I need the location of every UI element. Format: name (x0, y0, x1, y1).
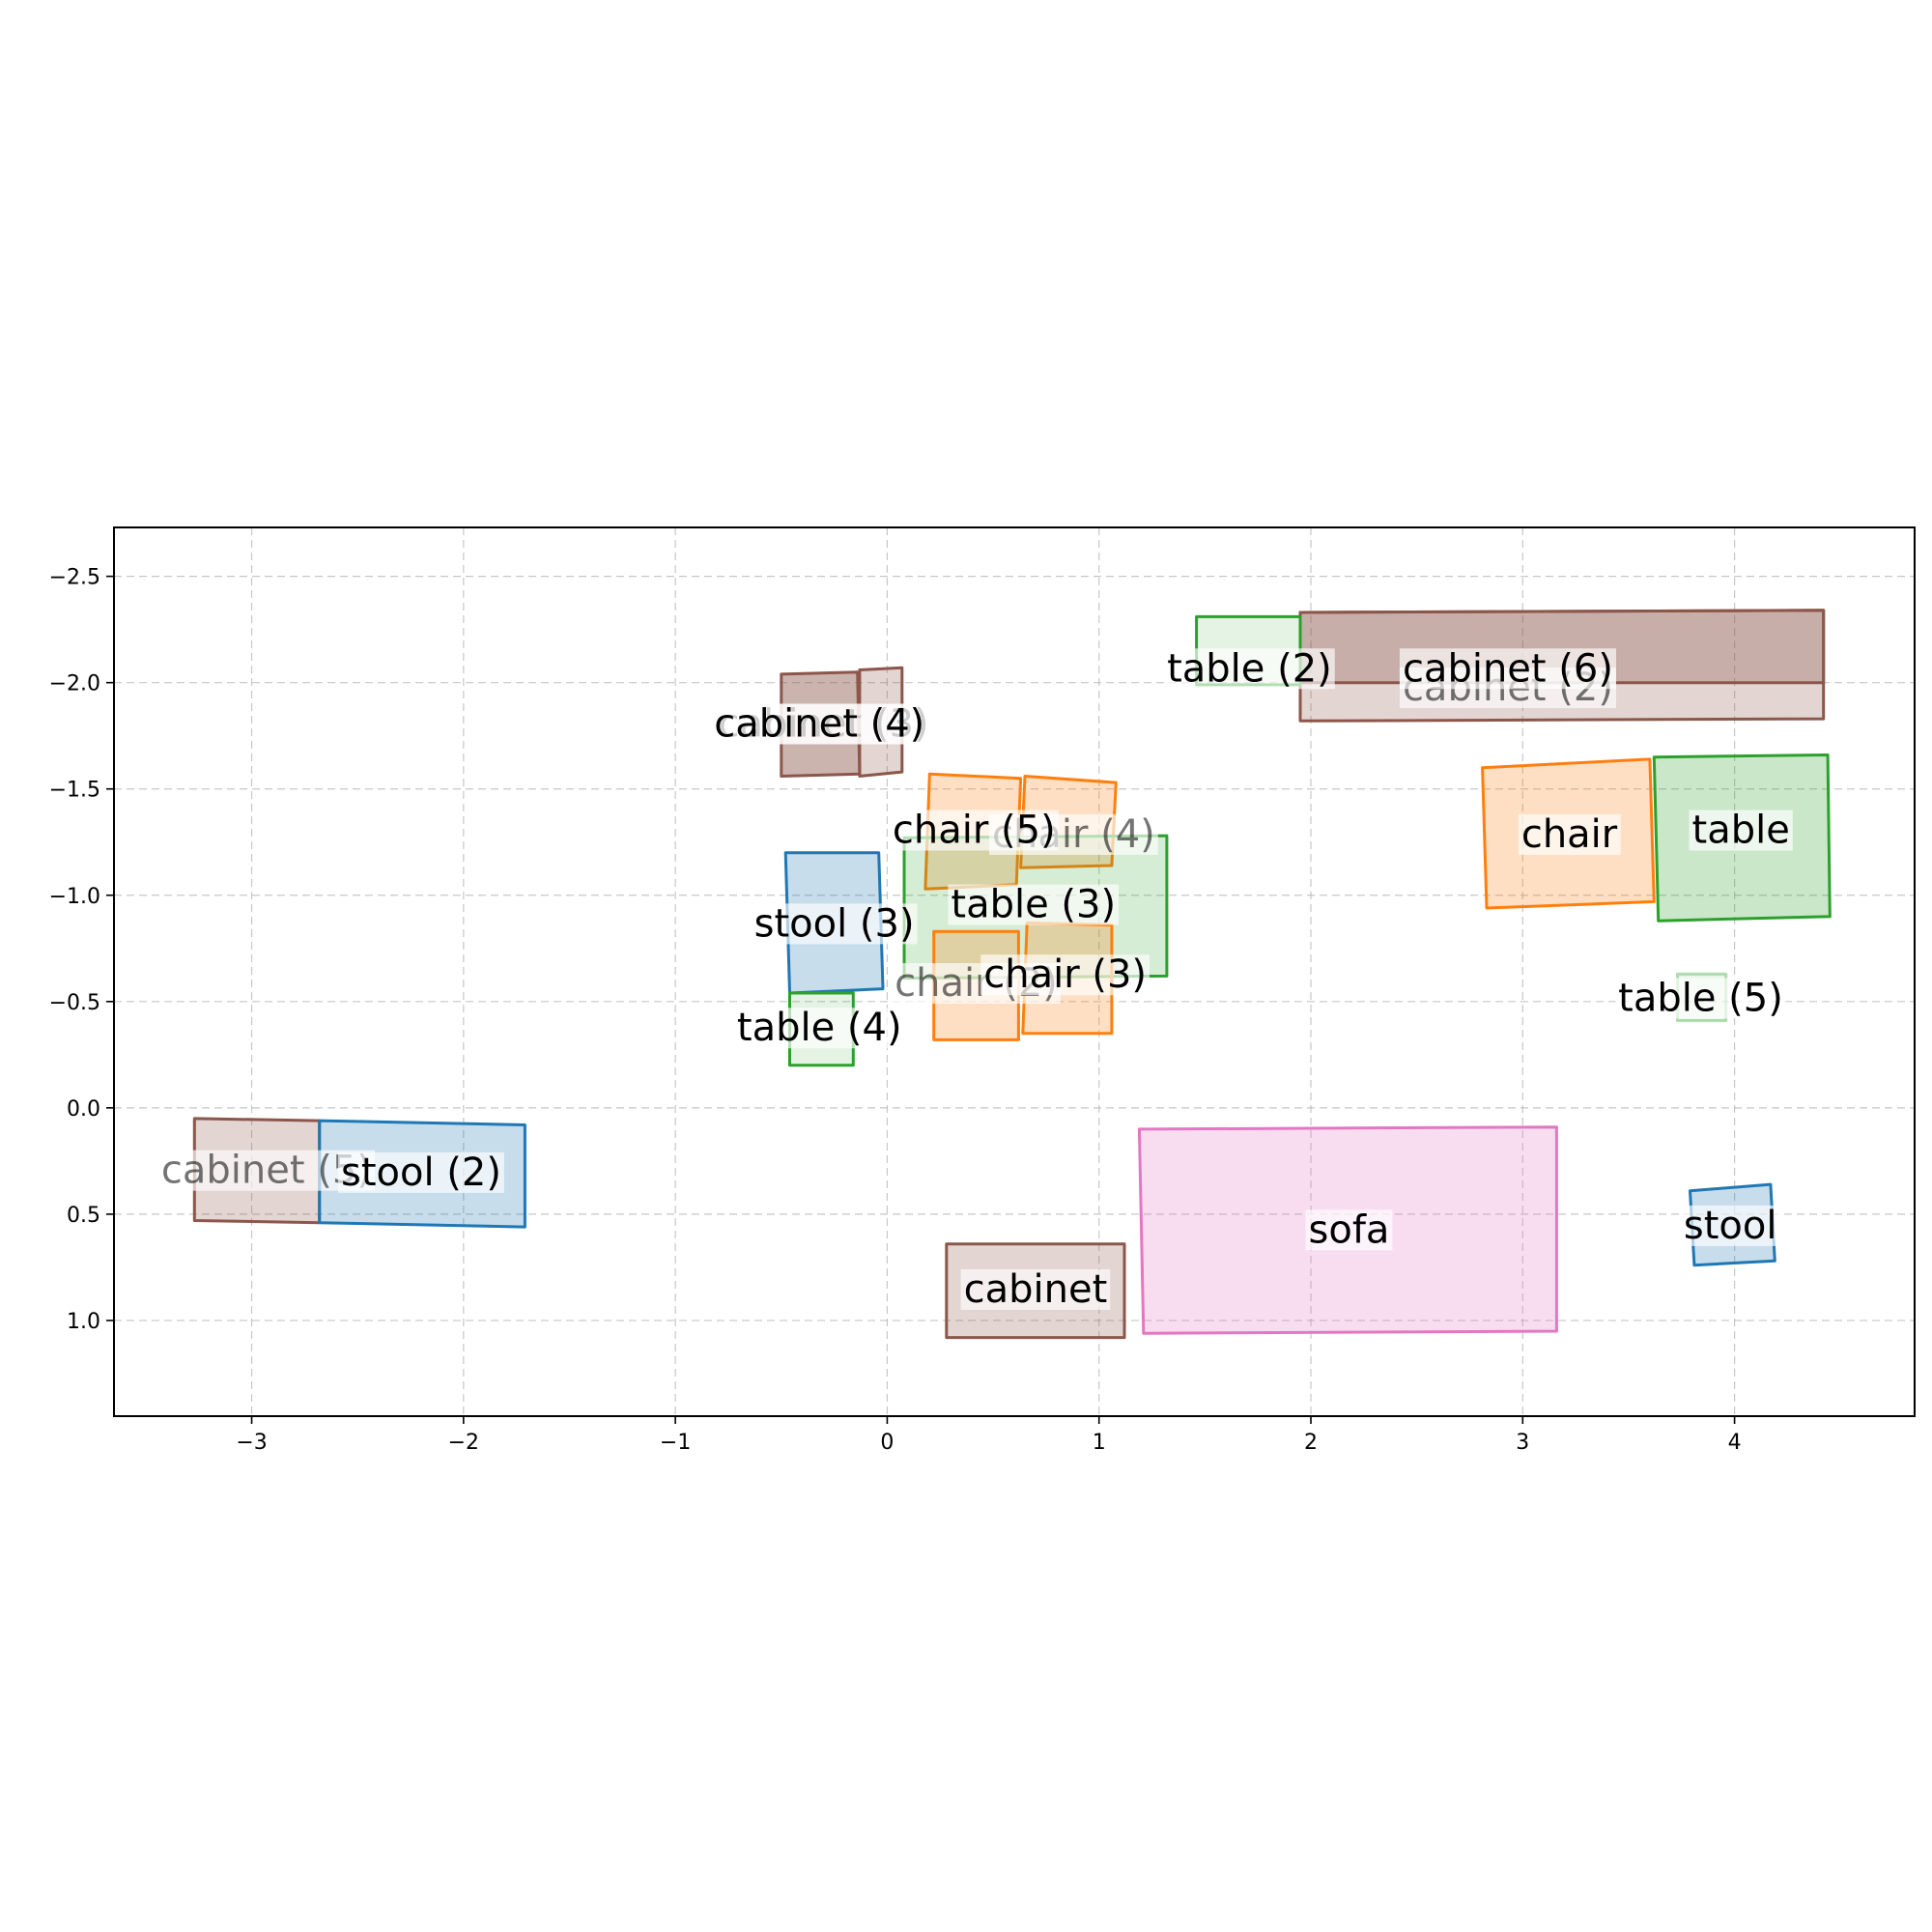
label-background (1615, 978, 1786, 1019)
object-label: table (5) (1618, 976, 1783, 1020)
label-background (337, 1151, 504, 1193)
x-tick-label: 1 (1093, 1431, 1106, 1455)
label-chair: chair (1518, 812, 1621, 857)
label-table-3: table (3) (948, 883, 1120, 927)
label-table-2: table (2) (1164, 646, 1335, 691)
label-background (711, 703, 928, 745)
y-tick-label: 0.0 (67, 1097, 100, 1122)
object-label: table (2) (1167, 646, 1332, 691)
object-label: table (4) (737, 1006, 902, 1050)
label-cabinet-6: cabinet (6) (1399, 646, 1616, 691)
object-label: table (3) (951, 883, 1116, 927)
object-label: table (1692, 809, 1790, 853)
label-background (1689, 810, 1793, 851)
x-tick-label: 2 (1304, 1431, 1318, 1455)
x-tick-label: 3 (1516, 1431, 1529, 1455)
y-tick-label: 1.0 (67, 1310, 100, 1334)
label-table-4: table (4) (733, 1006, 905, 1050)
object-label: stool (2) (341, 1151, 501, 1195)
label-cabinet-4: cabinet (4) (711, 701, 928, 746)
label-background (980, 954, 1151, 996)
y-tick-label: −2.0 (49, 672, 100, 696)
label-background (889, 810, 1059, 851)
label-table-5: table (5) (1615, 976, 1786, 1020)
label-background (1399, 648, 1616, 690)
x-tick-label: −2 (448, 1431, 479, 1455)
label-table: table (1689, 809, 1793, 853)
x-axis: −3 −2 −1 0 1 2 3 4 (236, 1416, 1742, 1455)
object-label: chair (5) (893, 809, 1056, 853)
label-background (960, 1268, 1111, 1310)
object-labels: cabinet (2)cabinet (6)table (2)cabinet (… (157, 646, 1793, 1312)
y-tick-label: −1.0 (49, 885, 100, 909)
label-chair-3: chair (3) (980, 952, 1151, 997)
y-axis: −2.5 −2.0 −1.5 −1.0 −0.5 0.0 0.5 1.0 (49, 566, 114, 1334)
label-background (1164, 648, 1335, 690)
x-tick-label: 0 (880, 1431, 894, 1455)
object-label: cabinet (964, 1267, 1108, 1312)
label-background (948, 884, 1120, 925)
y-tick-label: −2.5 (49, 566, 100, 590)
label-sofa: sofa (1305, 1208, 1393, 1252)
object-label: cabinet (4) (714, 701, 924, 746)
label-background (751, 903, 918, 945)
label-chair-5: chair (5) (889, 809, 1059, 853)
label-background (1305, 1209, 1393, 1251)
y-tick-label: −0.5 (49, 991, 100, 1015)
label-background (1680, 1205, 1780, 1246)
object-label: cabinet (6) (1403, 646, 1613, 691)
label-background (733, 1008, 905, 1049)
label-stool-2: stool (2) (337, 1151, 504, 1195)
label-background (1518, 813, 1621, 855)
label-stool-3: stool (3) (751, 901, 918, 946)
y-tick-label: −1.5 (49, 779, 100, 803)
x-tick-label: −3 (236, 1431, 267, 1455)
object-label: cabinet (5) (161, 1149, 372, 1193)
object-label: chair (1521, 812, 1618, 857)
x-tick-label: −1 (660, 1431, 691, 1455)
y-tick-label: 0.5 (67, 1204, 100, 1228)
object-label: sofa (1309, 1208, 1390, 1252)
object-label: stool (1684, 1204, 1777, 1248)
label-stool: stool (1680, 1204, 1780, 1248)
plot-frame (113, 526, 1916, 1417)
object-label: stool (3) (754, 901, 915, 946)
label-cabinet: cabinet (960, 1267, 1111, 1312)
x-tick-label: 4 (1728, 1431, 1742, 1455)
object-label: chair (3) (983, 952, 1147, 997)
